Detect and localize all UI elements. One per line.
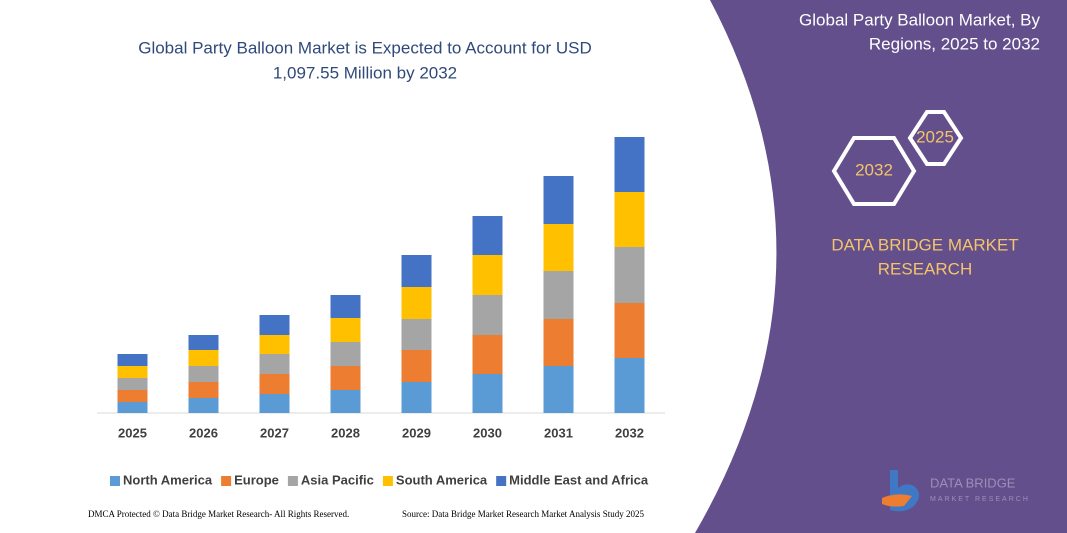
bar-segment [401,382,432,413]
bar-segment [614,247,645,303]
panel-title: Global Party Balloon Market, By [799,10,1040,29]
bar-segment [259,354,290,374]
bar-segment [614,358,645,413]
bar-segment [259,315,290,335]
bar-segment [614,137,645,192]
bar-segment [188,398,219,413]
bar-segment [188,366,219,382]
panel-title: Regions, 2025 to 2032 [869,34,1040,53]
bar-segment [259,374,290,394]
brand-text: RESEARCH [878,259,972,278]
hexagon-label: 2032 [855,160,893,179]
x-tick-label: 2029 [402,425,431,440]
bar-segment [472,295,503,335]
legend-label: Europe [234,472,279,487]
bar-segment [401,287,432,319]
bar-segment [472,374,503,413]
bar-segment [330,318,361,342]
bar-segment [117,366,148,378]
logo-text: DATA BRIDGE [930,475,1016,490]
bar-segment [259,335,290,354]
side-panel [695,0,1067,533]
bar-segment [117,390,148,402]
x-tick-label: 2026 [189,425,218,440]
bar-segment [543,319,574,366]
bar-segment [330,366,361,390]
bar-segment [188,382,219,398]
x-tick-label: 2032 [615,425,644,440]
legend-label: North America [123,472,213,487]
bar-segment [614,192,645,247]
bar-segment [117,402,148,413]
bar-segment [543,271,574,319]
legend-swatch [221,476,232,486]
chart-title: Global Party Balloon Market is Expected … [138,38,592,57]
bar-segment [614,303,645,358]
bar-segment [472,216,503,255]
logo: DATA BRIDGE MARKET RESEARCH [882,470,1030,512]
hexagon [907,110,964,166]
legend-label: South America [396,472,488,487]
logo-text: MARKET RESEARCH [930,496,1030,503]
legend-swatch [110,476,120,486]
bar-segment [188,350,219,366]
bar-segment [188,335,219,350]
chart-title: 1,097.55 Million by 2032 [273,63,457,82]
bar-segment [543,224,574,271]
legend-swatch [382,476,393,486]
bar-segment [259,394,290,413]
x-tick-label: 2030 [473,425,502,440]
bar-segment [543,366,574,413]
footer-text: Source: Data Bridge Market Research Mark… [402,509,644,519]
bar-segment [472,255,503,295]
bar-segment [330,342,361,366]
footer-text: DMCA Protected © Data Bridge Market Rese… [88,509,349,519]
bar-segment [543,176,574,224]
bar-segment [117,354,148,366]
brand-text: DATA BRIDGE MARKET [831,235,1018,254]
bar-segment [330,390,361,413]
bar-segment [401,350,432,382]
hexagon [831,136,917,206]
bar-segment [472,335,503,374]
bar-segment [117,378,148,390]
legend-label: Asia Pacific [301,472,374,487]
x-tick-label: 2031 [544,425,573,440]
x-tick-label: 2027 [260,425,289,440]
hexagon-label: 2025 [916,127,954,146]
legend-swatch [287,476,298,486]
bar-segment [330,295,361,318]
x-tick-label: 2025 [118,425,147,440]
legend-label: Middle East and Africa [509,472,649,487]
bar-segment [401,319,432,350]
bar-segment [401,255,432,287]
legend-swatch [496,476,507,486]
x-tick-label: 2028 [331,425,360,440]
